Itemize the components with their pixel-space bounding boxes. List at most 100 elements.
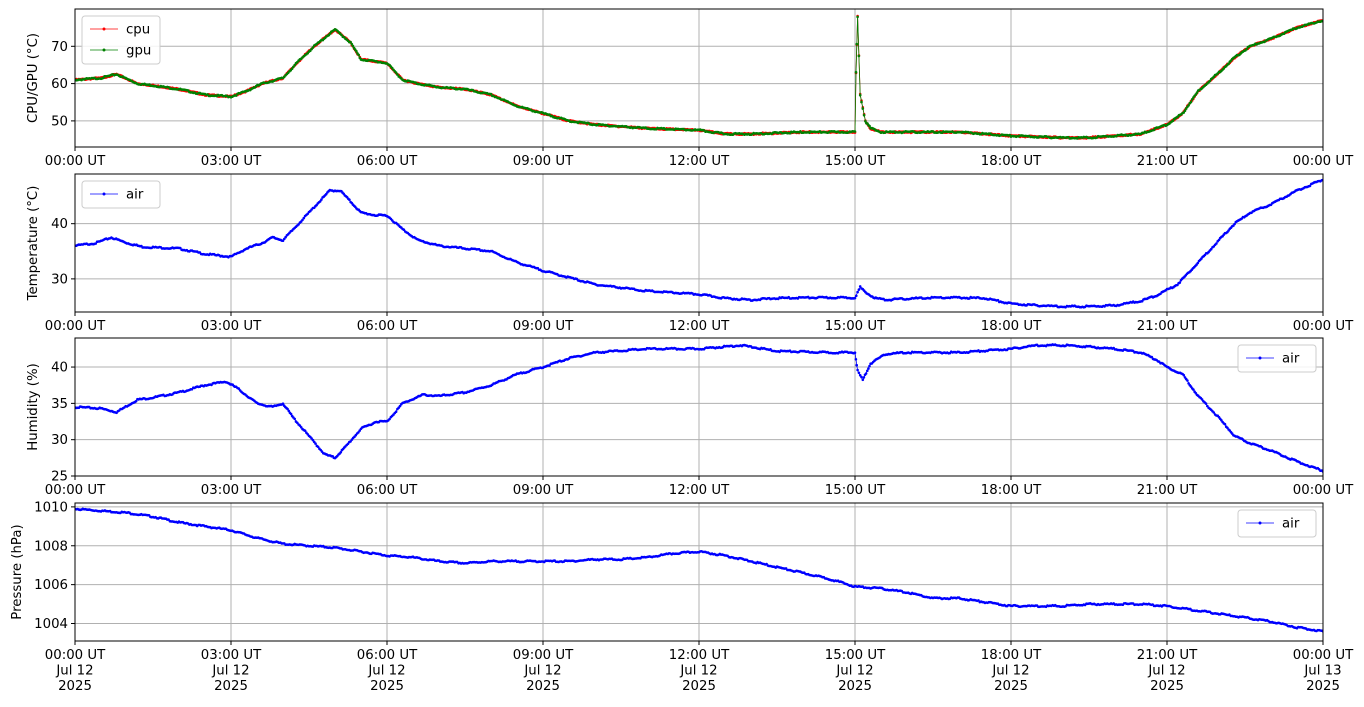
panel-3: 00:00 UT 03:00 UT 06:00 UT 09:00 UT 12:00 UT… [26,337,1354,498]
data-point [394,71,398,74]
legend-marker [102,192,106,196]
x-tick-label: 06:00 UT [357,483,418,498]
series-air [75,343,1323,473]
data-point [394,410,398,414]
plot-frame [74,8,1324,148]
data-point [857,371,861,375]
data-point [996,298,1000,302]
x-tick-label: 12:00 UT [669,319,730,334]
data-point [858,374,862,377]
data-point [1212,411,1216,414]
data-point [293,63,297,67]
legend: air [1237,344,1317,373]
x-tick-label: 00:00 UT [45,319,106,334]
data-point [858,93,862,97]
data-point [350,42,354,46]
x-tick-label: 21:00 UT [1137,319,1198,334]
data-point [340,33,343,37]
data-point [402,228,406,231]
legend: air [81,180,161,209]
data-point [853,296,857,300]
data-point [94,242,98,245]
data-point [855,363,858,367]
legend-label: gpu [126,44,151,59]
data-point [1183,109,1187,112]
series-gpu [75,15,1323,140]
y-axis-label: Humidity (%) [26,363,41,451]
y-axis-label: Temperature (°C) [26,186,41,302]
data-point [866,369,869,373]
data-point [864,372,868,375]
data-point [1190,98,1194,101]
data-point [287,409,291,413]
y-tick-label: 50 [51,114,68,129]
legend-box [81,180,161,209]
data-point [862,376,866,379]
x-tick-label: 09:00 UT Jul 12 2025 [513,648,574,694]
x-tick-label: 12:00 UT [669,154,730,169]
data-point [1215,242,1218,245]
x-tick-label: 06:00 UT Jul 12 2025 [357,648,418,694]
legend-box [1237,344,1317,373]
data-point [316,445,320,449]
x-tick-label: 09:00 UT [513,154,574,169]
panel-1: 00:00 UT 03:00 UT 06:00 UT 09:00 UT 12:00 UT… [26,8,1354,169]
x-tick-label: 15:00 UT [825,154,886,169]
legend-marker [102,27,106,31]
x-tick-label: 06:00 UT [357,154,418,169]
series-air [75,507,1323,633]
data-point [286,407,289,411]
data-point [857,288,861,291]
data-point [289,412,293,416]
data-point [234,94,238,97]
legend-marker [1258,356,1262,360]
y-tick-label: 1004 [34,617,68,632]
x-tick-label: 03:00 UT [201,319,262,334]
x-tick-label: 06:00 UT [357,319,418,334]
x-tick-label: 18:00 UT Jul 12 2025 [981,648,1042,694]
legend-label: cpu [126,23,150,38]
y-tick-label: 40 [51,217,68,232]
data-point [351,44,355,48]
data-point [1308,184,1312,188]
x-tick-label: 12:00 UT [669,483,730,498]
data-point [868,124,871,128]
x-tick-label: 09:00 UT [513,319,574,334]
data-point [857,54,861,58]
data-point [301,218,304,222]
data-point [284,235,287,239]
data-point [293,417,297,421]
y-tick-label: 60 [51,77,68,92]
data-point [854,358,858,361]
data-point [856,15,859,19]
data-point [358,429,362,432]
data-point [1206,404,1209,408]
x-tick-label: 00:00 UT [1293,319,1354,334]
data-point [1182,373,1186,377]
x-tick-label: 00:00 UT [1293,483,1354,498]
x-tick-label: 15:00 UT [825,319,886,334]
data-point [320,198,323,201]
data-point [861,378,865,382]
data-point [303,429,307,433]
data-point [860,100,863,104]
data-point [134,399,138,403]
x-tick-label: 00:00 UT [45,483,106,498]
series-air [75,178,1323,309]
data-point [856,290,859,294]
y-tick-label: 40 [51,361,68,376]
y-axis-label: CPU/GPU (°C) [26,33,41,123]
data-point [1196,261,1200,265]
y-tick-label: 25 [51,470,68,485]
x-tick-label: 09:00 UT [513,483,574,498]
data-point [237,387,241,390]
data-point [297,223,300,226]
data-point [314,442,317,445]
x-tick-label: 00:00 UT Jul 13 2025 [1293,648,1354,694]
data-point [1192,388,1195,391]
data-point [1223,422,1227,426]
data-point [1209,247,1213,251]
x-tick-label: 21:00 UT [1137,154,1198,169]
